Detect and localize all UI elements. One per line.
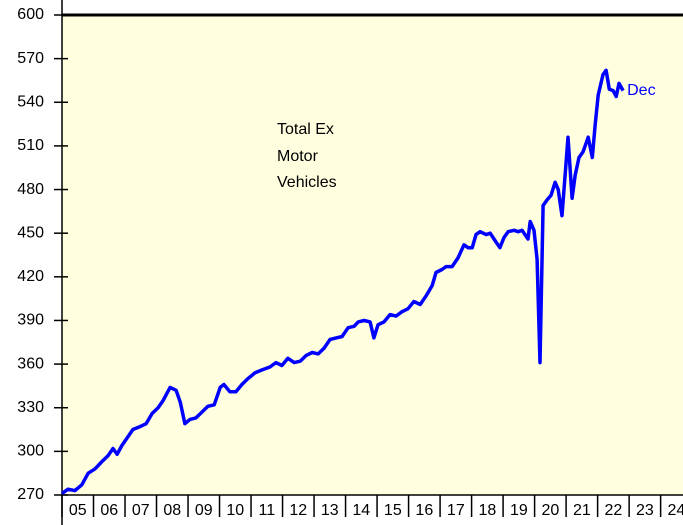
y-tick-label: 330 bbox=[17, 399, 44, 416]
x-tick-label: 24 bbox=[667, 502, 683, 519]
y-tick-label: 270 bbox=[17, 486, 44, 503]
x-tick-label: 15 bbox=[384, 502, 402, 519]
y-tick-label: 510 bbox=[17, 137, 44, 154]
y-tick-label: 420 bbox=[17, 268, 44, 285]
x-tick-label: 13 bbox=[321, 502, 339, 519]
x-tick-label: 14 bbox=[352, 502, 370, 519]
x-tick-label: 22 bbox=[604, 502, 622, 519]
x-tick-label: 19 bbox=[510, 502, 528, 519]
x-tick-label: 20 bbox=[541, 502, 559, 519]
annotation: Vehicles bbox=[277, 174, 337, 191]
x-tick-label: 18 bbox=[478, 502, 496, 519]
x-tick-label: 23 bbox=[636, 502, 654, 519]
x-tick-label: 11 bbox=[258, 502, 275, 519]
end-label: Dec bbox=[627, 82, 655, 99]
annotation: Motor bbox=[277, 148, 319, 165]
y-tick-label: 480 bbox=[17, 181, 44, 198]
y-tick-label: 570 bbox=[17, 50, 44, 67]
annotation: Total Ex bbox=[277, 121, 334, 138]
y-tick-label: 450 bbox=[17, 224, 44, 241]
x-tick-label: 05 bbox=[69, 502, 87, 519]
data-line bbox=[60, 68, 625, 495]
x-tick-label: 17 bbox=[447, 502, 465, 519]
plot-area bbox=[62, 15, 683, 495]
y-tick-label: 600 bbox=[17, 6, 44, 23]
y-tick-label: 390 bbox=[17, 312, 44, 329]
x-tick-label: 16 bbox=[415, 502, 433, 519]
x-tick-label: 09 bbox=[195, 502, 213, 519]
x-tick-label: 12 bbox=[289, 502, 307, 519]
x-tick-label: 08 bbox=[163, 502, 181, 519]
x-tick-label: 21 bbox=[573, 502, 591, 519]
y-tick-label: 360 bbox=[17, 355, 44, 372]
x-tick-label: 07 bbox=[132, 502, 150, 519]
x-tick-label: 10 bbox=[226, 502, 244, 519]
y-tick-label: 540 bbox=[17, 93, 44, 110]
y-tick-label: 300 bbox=[17, 443, 44, 460]
x-tick-label: 06 bbox=[100, 502, 118, 519]
